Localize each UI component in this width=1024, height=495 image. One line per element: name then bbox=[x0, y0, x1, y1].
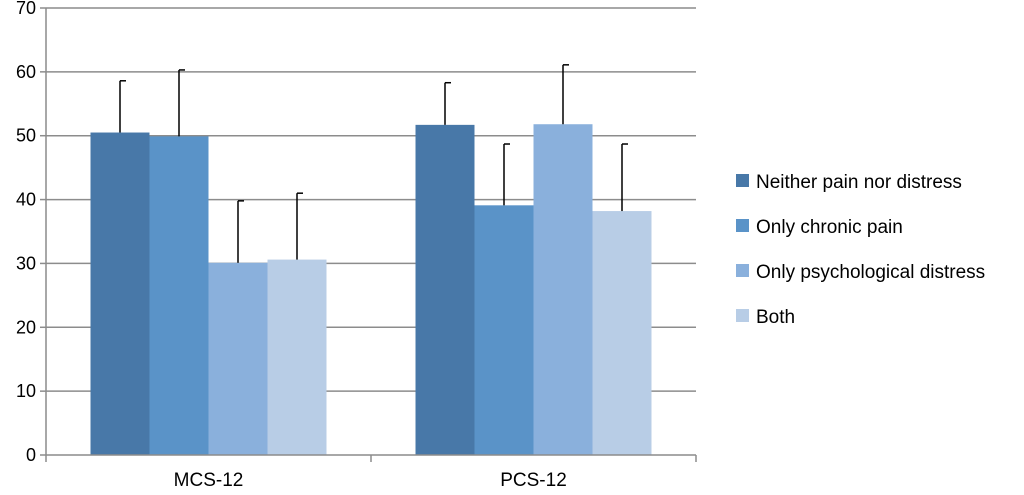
y-tick-label-50: 50 bbox=[16, 126, 36, 146]
y-tick-label-40: 40 bbox=[16, 190, 36, 210]
legend-label-2: Only chronic pain bbox=[756, 217, 903, 238]
legend-swatch-2 bbox=[736, 219, 749, 232]
bar-mcs-12-series-1 bbox=[90, 132, 150, 455]
y-tick-label-0: 0 bbox=[26, 445, 36, 465]
legend-label-3: Only psychological distress bbox=[756, 262, 985, 283]
axes: 0 10 20 30 40 50 60 70 MCS-12 PCS-12 bbox=[16, 0, 697, 491]
bars bbox=[90, 124, 652, 456]
legend-label-4: Both bbox=[756, 307, 795, 328]
bar-mcs-12-series-3 bbox=[208, 262, 268, 455]
y-tick-label-30: 30 bbox=[16, 253, 36, 273]
legend-swatch-3 bbox=[736, 264, 749, 277]
bar-pcs-12-series-4 bbox=[592, 211, 652, 455]
x-category-label: PCS-12 bbox=[500, 470, 567, 491]
error-bars bbox=[119, 64, 628, 263]
bar-pcs-12-series-2 bbox=[474, 205, 534, 455]
y-tick-label-70: 70 bbox=[16, 0, 36, 18]
y-tick-label-10: 10 bbox=[16, 381, 36, 401]
bar-pcs-12-series-3 bbox=[533, 124, 593, 455]
legend-swatch-4 bbox=[736, 309, 749, 322]
bar-mcs-12-series-2 bbox=[149, 136, 209, 456]
bar-mcs-12-series-4 bbox=[267, 259, 327, 455]
legend-swatch-1 bbox=[736, 174, 749, 187]
legend-label-1: Neither pain nor distress bbox=[756, 172, 962, 193]
legend: Neither pain nor distress Only chronic pa… bbox=[736, 172, 985, 328]
x-category-label: MCS-12 bbox=[174, 470, 244, 491]
bar-pcs-12-series-1 bbox=[415, 124, 475, 455]
y-tick-label-60: 60 bbox=[16, 62, 36, 82]
y-tick-label-20: 20 bbox=[16, 317, 36, 337]
